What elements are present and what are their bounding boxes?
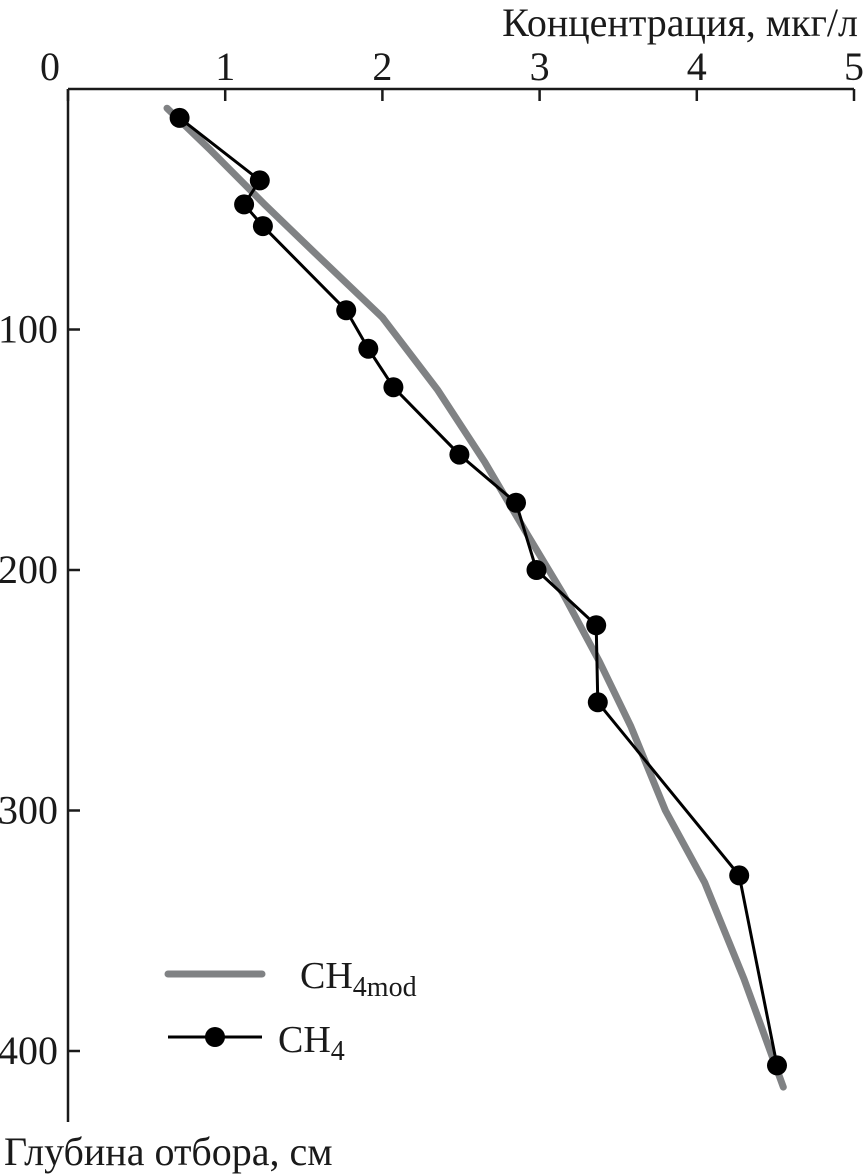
legend-label-ch4mod-main: CH — [300, 955, 353, 997]
series-ch4-point — [169, 107, 190, 128]
series-ch4-point — [449, 444, 470, 465]
x-tick-label: 4 — [687, 44, 707, 89]
series-ch4-point — [234, 194, 255, 215]
y-tick-label: 300 — [0, 788, 58, 833]
legend-label-ch4-sub: 4 — [331, 1036, 345, 1067]
x-tick-label: 5 — [844, 44, 864, 89]
legend: CH4mod CH4 — [164, 955, 417, 1067]
x-axis-title: Концентрация, мкг/л — [502, 0, 858, 45]
x-tick-label: 2 — [372, 44, 392, 89]
legend-label-ch4: CH4 — [278, 1019, 345, 1067]
series-ch4-point — [252, 216, 273, 237]
series-ch4-line — [178, 116, 779, 1066]
series-layer — [163, 104, 787, 1091]
y-axis-title: Глубина отбора, см — [4, 1129, 333, 1174]
series-ch4-point — [358, 338, 379, 359]
legend-label-ch4-main: CH — [278, 1019, 331, 1061]
series-ch4-point — [249, 170, 270, 191]
series-ch4mod-line — [163, 104, 787, 1091]
x-tick-label: 3 — [530, 44, 550, 89]
series-ch4-point — [586, 615, 607, 636]
y-tick-label: 100 — [0, 307, 58, 352]
series-ch4-point — [383, 377, 404, 398]
legend-marker-ch4 — [205, 1027, 225, 1047]
legend-label-ch4mod: CH4mod — [300, 955, 417, 1003]
series-ch4-point — [587, 692, 608, 713]
x-tick-label: 1 — [215, 44, 235, 89]
axes: 0 1 2 3 4 5 100 200 300 400 — [0, 44, 864, 1122]
series-ch4-point — [336, 300, 357, 321]
series-ch4-point — [506, 492, 526, 513]
y-tick-label: 400 — [0, 1028, 58, 1073]
series-ch4-point — [729, 865, 750, 886]
series-ch4-point — [526, 560, 547, 580]
x-tick-label: 0 — [40, 44, 60, 89]
series-ch4-point — [767, 1055, 787, 1076]
y-tick-label: 200 — [0, 547, 58, 592]
legend-label-ch4mod-sub: 4mod — [353, 972, 417, 1003]
